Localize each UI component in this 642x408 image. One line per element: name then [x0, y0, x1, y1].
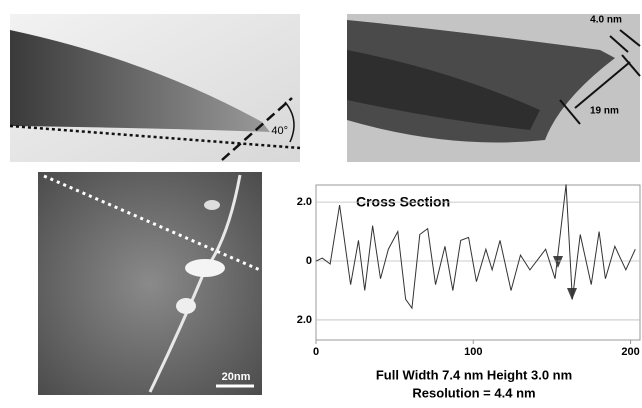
angle-label: 40°: [271, 125, 288, 137]
micrograph-tip: 40°: [10, 14, 300, 162]
cross-section-chart: Cross Section Full Width 7.4 nm Height 3…: [297, 184, 640, 400]
length-label: 19 nm: [590, 106, 619, 117]
x-tick-label: 100: [464, 346, 482, 358]
micrograph-apex: 4.0 nm 19 nm: [347, 14, 640, 162]
y-tick-label: 0: [306, 255, 312, 267]
y-tick-label: 2.0: [297, 196, 312, 208]
micrograph-afm: 20nm: [38, 172, 262, 395]
scale-bar-label: 20nm: [222, 371, 251, 383]
x-tick-label: 200: [621, 346, 639, 358]
figure: 40° 4.0 nm 19 nm 20nm Cross Section Full…: [0, 0, 642, 403]
caption: Full Width 7.4 nm Height 3.0 nm: [376, 367, 572, 382]
x-tick-label: 0: [313, 346, 319, 358]
width-label: 4.0 nm: [590, 15, 622, 26]
caption: Resolution = 4.4 nm: [412, 385, 535, 400]
y-tick-label: 2.0: [297, 314, 312, 326]
